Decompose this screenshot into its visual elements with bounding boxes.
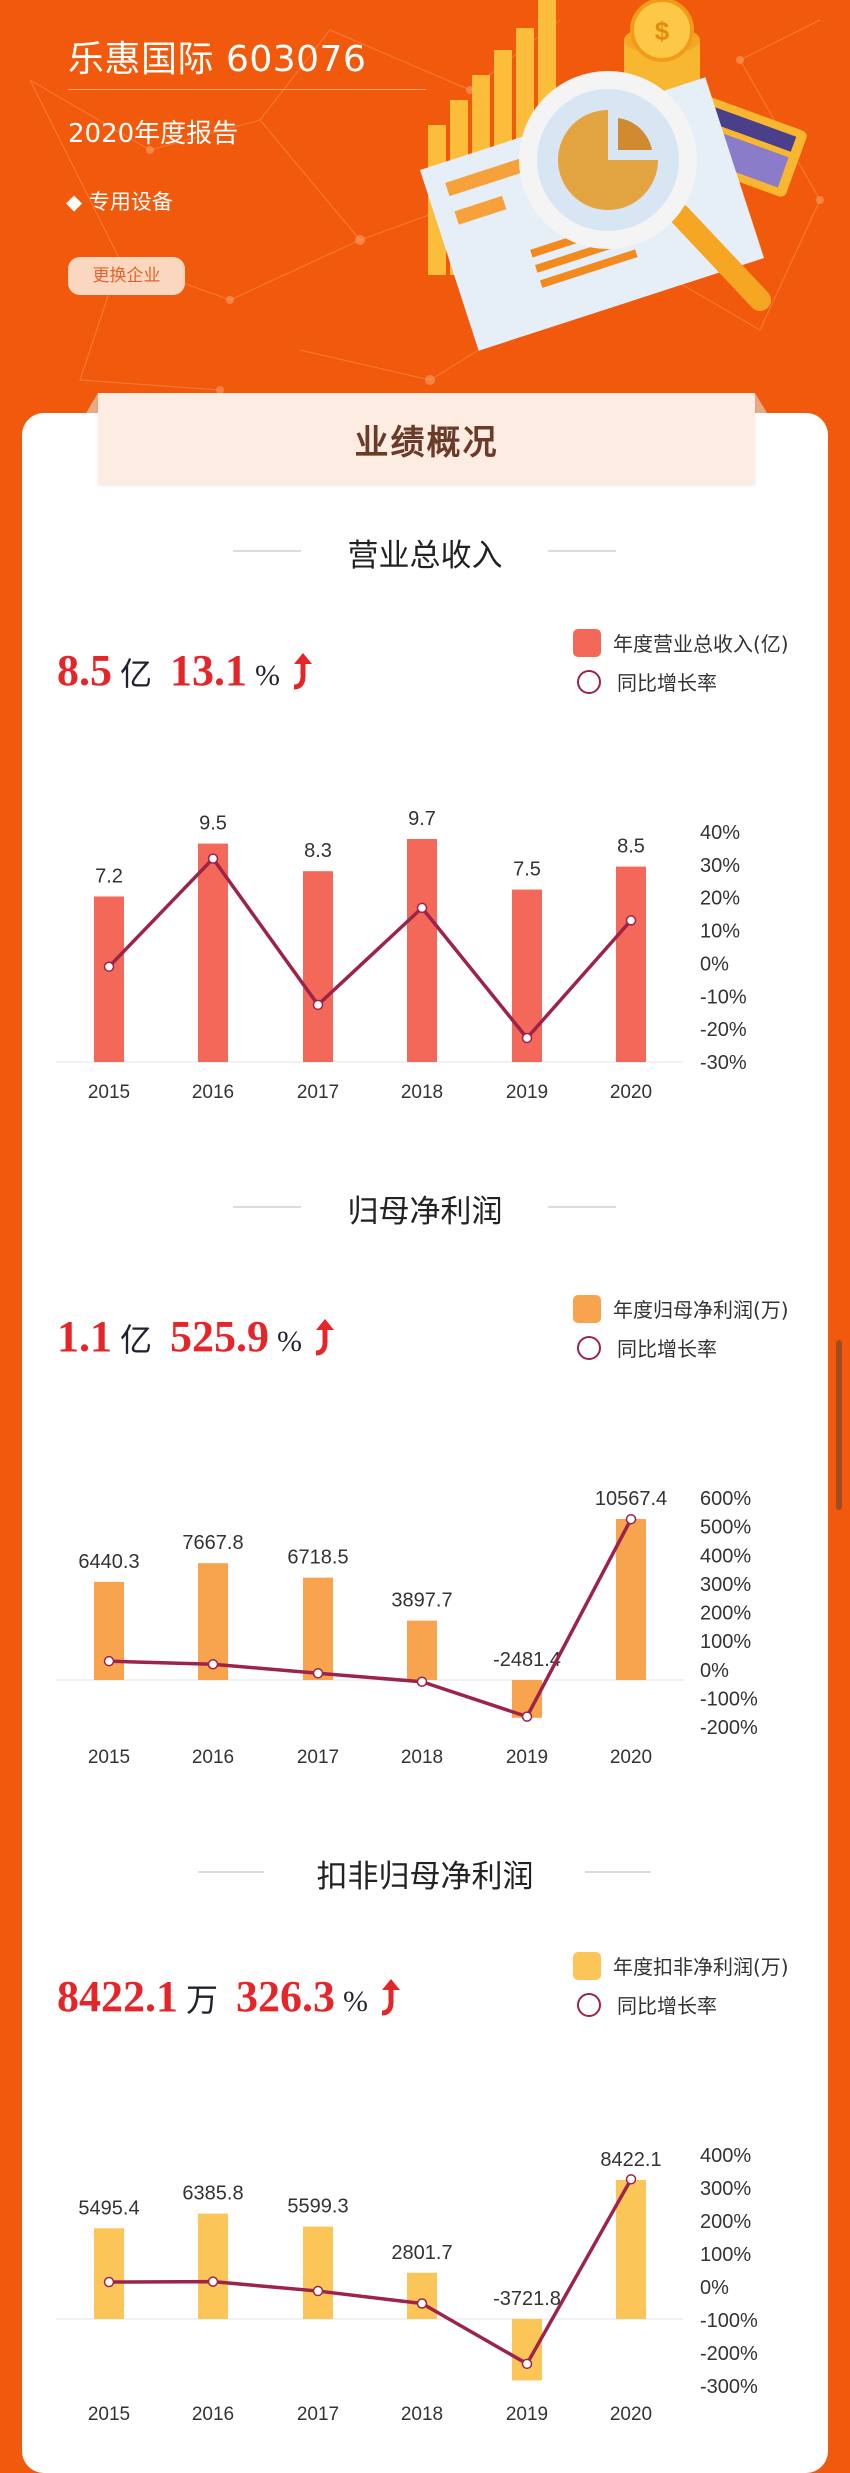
title-line-right — [585, 1871, 651, 1873]
change-company-button[interactable]: 更换企业 — [68, 257, 185, 295]
diamond-icon: ◆ — [66, 190, 83, 214]
summary-growth: 525.9 — [170, 1312, 270, 1361]
performance-card — [22, 413, 828, 2473]
legend-line-marker — [577, 1992, 601, 2017]
title-line-left — [198, 1871, 264, 1873]
report-illustration: $ — [420, 0, 807, 351]
summary-value: 8.5 — [57, 646, 112, 695]
legend-line: 同比增长率 — [573, 667, 717, 696]
magnifier-icon — [519, 71, 771, 311]
summary-value: 1.1 — [57, 1312, 112, 1361]
page-scrollbar[interactable] — [836, 1340, 842, 1510]
summary-percent: % — [277, 1325, 303, 1358]
summary-percent: % — [343, 1985, 369, 2018]
deducted-profit-summary: 8422.1 万 326.3 % — [57, 1971, 404, 2022]
title-line-right — [548, 1206, 616, 1208]
summary-percent: % — [255, 659, 281, 692]
net-profit-summary: 1.1 亿 525.9 % — [57, 1311, 338, 1362]
legend-bar-label: 年度扣非净利润(万) — [613, 1955, 789, 1979]
legend-line-label: 同比增长率 — [617, 1994, 717, 2018]
legend-line: 同比增长率 — [573, 1990, 717, 2019]
company-title: 乐惠国际 603076 — [68, 39, 367, 80]
legend-bar: 年度归母净利润(万) — [573, 1294, 789, 1323]
up-arrow-icon — [381, 1978, 401, 2015]
legend-line-marker — [577, 1335, 601, 1360]
legend-bar-label: 年度营业总收入(亿) — [613, 632, 789, 656]
industry-text: 专用设备 — [88, 190, 173, 214]
deducted-profit-section-title: 扣非归母净利润 — [316, 1859, 534, 1895]
legend-bar: 年度扣非净利润(万) — [573, 1951, 789, 1980]
ribbon-fold-right — [755, 393, 767, 413]
legend-bar: 年度营业总收入(亿) — [573, 628, 789, 657]
revenue-section-title: 营业总收入 — [347, 538, 503, 574]
legend-line: 同比增长率 — [573, 1333, 717, 1362]
summary-value: 8422.1 — [57, 1972, 178, 2021]
net-profit-section-title: 归母净利润 — [347, 1194, 503, 1230]
summary-growth: 326.3 — [236, 1972, 336, 2021]
legend-line-marker — [577, 669, 601, 694]
section-banner-title: 业绩概况 — [354, 423, 499, 463]
legend-bar-swatch — [573, 1951, 601, 1980]
summary-unit: 亿 — [120, 655, 153, 693]
header-divider — [68, 89, 426, 90]
up-arrow-icon — [293, 652, 313, 689]
legend-line-label: 同比增长率 — [617, 1337, 717, 1361]
report-title: 2020年度报告 — [68, 119, 239, 149]
title-line-left — [233, 550, 301, 552]
revenue-summary: 8.5 亿 13.1 % — [57, 645, 316, 696]
industry-label: ◆ 专用设备 — [66, 186, 173, 216]
summary-unit: 万 — [186, 1981, 219, 2019]
ribbon-fold-left — [86, 393, 98, 413]
summary-unit: 亿 — [120, 1321, 153, 1359]
summary-growth: 13.1 — [170, 646, 248, 695]
legend-bar-swatch — [573, 1294, 601, 1323]
title-line-left — [233, 1206, 301, 1208]
legend-line-label: 同比增长率 — [617, 671, 717, 695]
section-banner — [98, 393, 755, 484]
legend-bar-label: 年度归母净利润(万) — [613, 1298, 789, 1322]
legend-bar-swatch — [573, 628, 601, 657]
svg-text:$: $ — [655, 16, 670, 46]
title-line-right — [548, 550, 616, 552]
up-arrow-icon — [315, 1318, 335, 1355]
